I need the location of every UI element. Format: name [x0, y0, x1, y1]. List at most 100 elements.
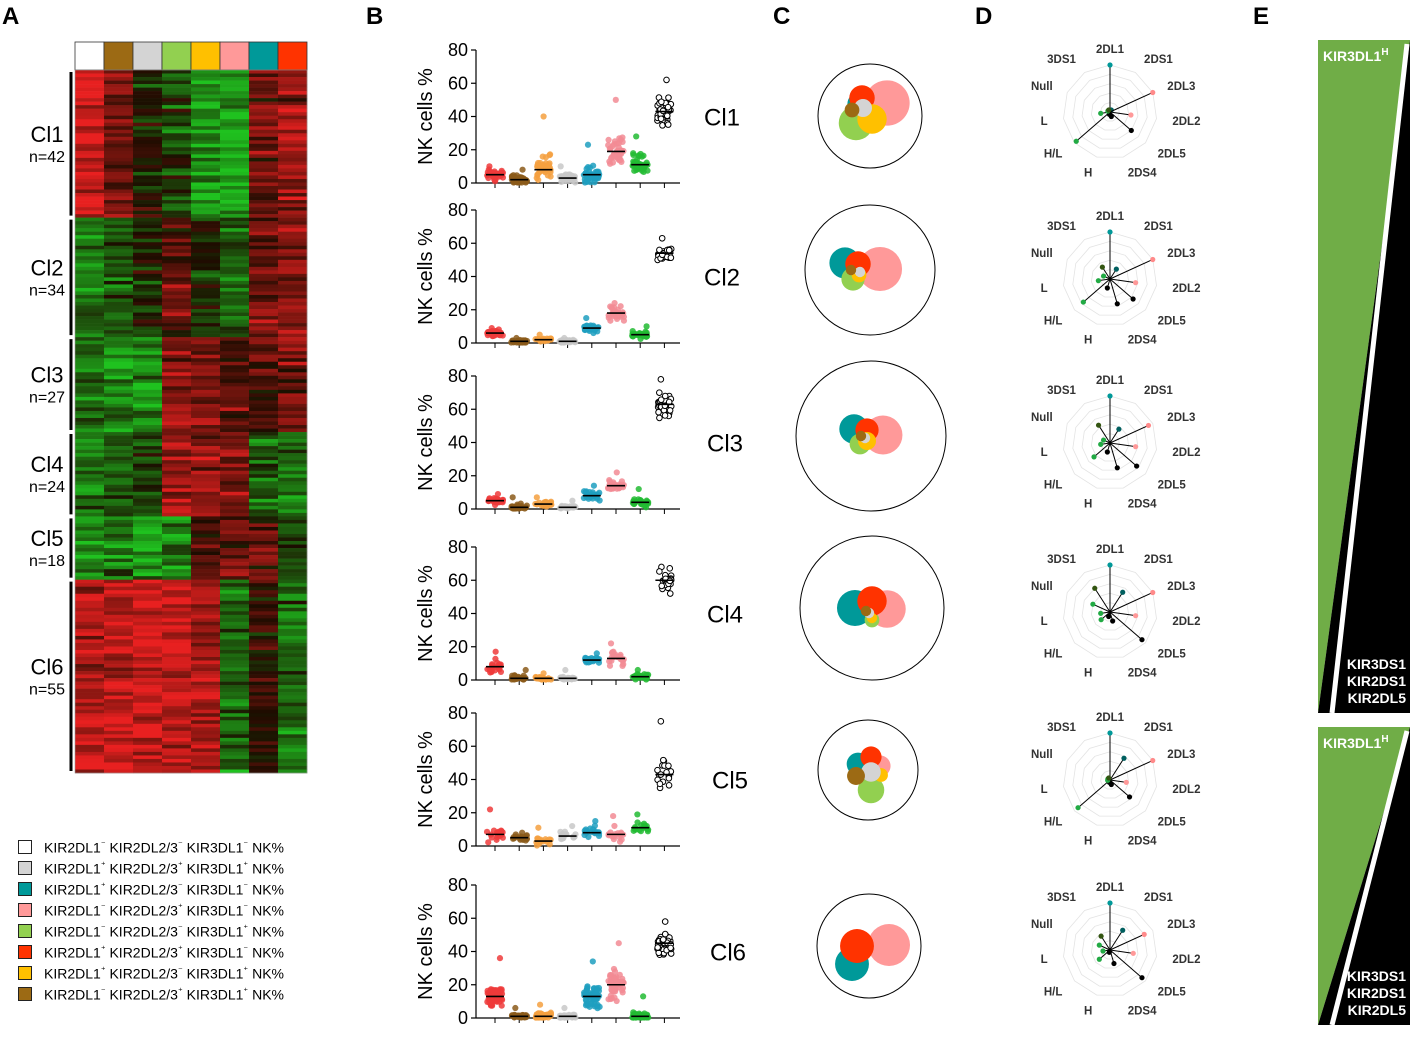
- radar-point: [1150, 757, 1156, 764]
- heatmap-cell: [133, 382, 163, 387]
- heatmap-cell: [191, 481, 221, 486]
- heatmap-cell: [133, 143, 163, 148]
- heatmap-cell: [191, 660, 221, 665]
- heatmap-cell: [278, 358, 308, 363]
- heatmap-column-color-6: [219, 41, 250, 71]
- heatmap-cell: [220, 249, 250, 254]
- heatmap-cell: [220, 319, 250, 324]
- heatmap-cell: [191, 185, 221, 190]
- data-point: [594, 495, 601, 502]
- heatmap-cell: [133, 231, 163, 236]
- heatmap-cell: [249, 495, 279, 500]
- heatmap-cell: [133, 294, 163, 299]
- radar-point: [1121, 755, 1127, 761]
- heatmap-cell: [249, 221, 279, 225]
- heatmap-cell: [249, 196, 279, 201]
- heatmap-cell: [191, 207, 221, 211]
- heatmap-cell: [278, 716, 308, 721]
- radar-axis-label: 2DS4: [1128, 1005, 1157, 1017]
- heatmap-cell: [249, 523, 279, 528]
- heatmap-cell: [133, 737, 163, 742]
- radar-grid-ring: [1081, 751, 1139, 808]
- heatmap-cell: [75, 252, 105, 257]
- heatmap-cell: [191, 168, 221, 173]
- legend-text-part: KIR3DL1: [182, 986, 244, 1003]
- heatmap-cell: [162, 105, 192, 109]
- heatmap-cell: [162, 713, 192, 718]
- heatmap-cell: [249, 667, 279, 672]
- heatmap-cell: [220, 358, 250, 363]
- heatmap-cell: [133, 354, 163, 359]
- heatmap-cell: [249, 695, 279, 700]
- heatmap-cell: [249, 154, 279, 159]
- heatmap-cell: [104, 263, 134, 268]
- heatmap-cell: [133, 481, 163, 486]
- heatmap-cell: [133, 316, 163, 320]
- heatmap-cell: [249, 305, 279, 310]
- heatmap-cell: [75, 621, 105, 626]
- heatmap-cell: [278, 562, 308, 566]
- heatmap-cell: [220, 252, 250, 257]
- heatmap-cell: [162, 136, 192, 141]
- heatmap-cell: [133, 607, 163, 612]
- heatmap-cell: [191, 484, 221, 489]
- radar-point: [1104, 285, 1110, 291]
- heatmap-cell: [278, 284, 308, 289]
- heatmap-cell: [75, 87, 105, 92]
- heatmap-cell: [220, 428, 250, 433]
- heatmap-cell: [133, 396, 163, 401]
- radar-axis-label: L: [1041, 447, 1048, 459]
- heatmap-cell: [104, 94, 134, 99]
- radar-axis-label: 2DS1: [1144, 554, 1173, 566]
- data-point: [656, 568, 663, 575]
- radar-axis-label: 2DS4: [1128, 667, 1157, 679]
- heatmap-cell: [104, 80, 134, 85]
- data-point: [608, 657, 615, 664]
- heatmap-cell: [75, 119, 105, 124]
- heatmap-cell: [133, 762, 163, 767]
- radar-axis-label: Null: [1031, 919, 1053, 931]
- heatmap-cell: [75, 312, 105, 317]
- heatmap-cell: [220, 421, 250, 426]
- heatmap-cell: [191, 319, 221, 324]
- radar-axis-label: H/L: [1044, 986, 1063, 998]
- heatmap-cell: [133, 439, 163, 443]
- heatmap-cell: [220, 277, 250, 282]
- heatmap-cell: [220, 389, 250, 394]
- heatmap-cell: [75, 562, 105, 566]
- heatmap-cell: [75, 150, 105, 155]
- legend-sign: ⁻: [100, 839, 106, 850]
- heatmap-cell: [162, 221, 192, 225]
- heatmap-cell: [278, 432, 308, 436]
- heatmap-cell: [75, 80, 105, 85]
- radar-grid-ring: [1090, 259, 1130, 298]
- legend-text-part: NK%: [248, 923, 284, 940]
- heatmap-cell: [249, 70, 279, 74]
- heatmap-cell: [249, 488, 279, 493]
- heatmap-cell: [191, 245, 221, 250]
- data-point: [536, 169, 543, 176]
- heatmap-cell: [191, 217, 221, 222]
- radar-point: [1120, 589, 1126, 595]
- heatmap-cell: [133, 614, 163, 619]
- legend-sign: ⁺: [100, 860, 106, 871]
- heatmap-cell: [278, 175, 308, 180]
- heatmap-cell: [249, 200, 279, 204]
- heatmap-cell: [162, 259, 192, 264]
- heatmap-cell: [249, 421, 279, 426]
- heatmap-cell: [133, 421, 163, 426]
- heatmap-cell: [133, 470, 163, 475]
- heatmap-cell: [75, 730, 105, 735]
- radar-grid-ring: [1090, 423, 1130, 462]
- heatmap-cell: [249, 597, 279, 602]
- data-point: [519, 833, 526, 840]
- data-point: [595, 168, 602, 175]
- heatmap-cell: [220, 185, 250, 190]
- heatmap-cell: [191, 512, 221, 517]
- heatmap-cell: [133, 498, 163, 503]
- radar-axis-label: L: [1041, 283, 1048, 295]
- heatmap-cell: [249, 533, 279, 538]
- radar-grid-ring: [1100, 102, 1120, 122]
- data-point: [607, 317, 614, 324]
- heatmap-cell: [133, 709, 163, 714]
